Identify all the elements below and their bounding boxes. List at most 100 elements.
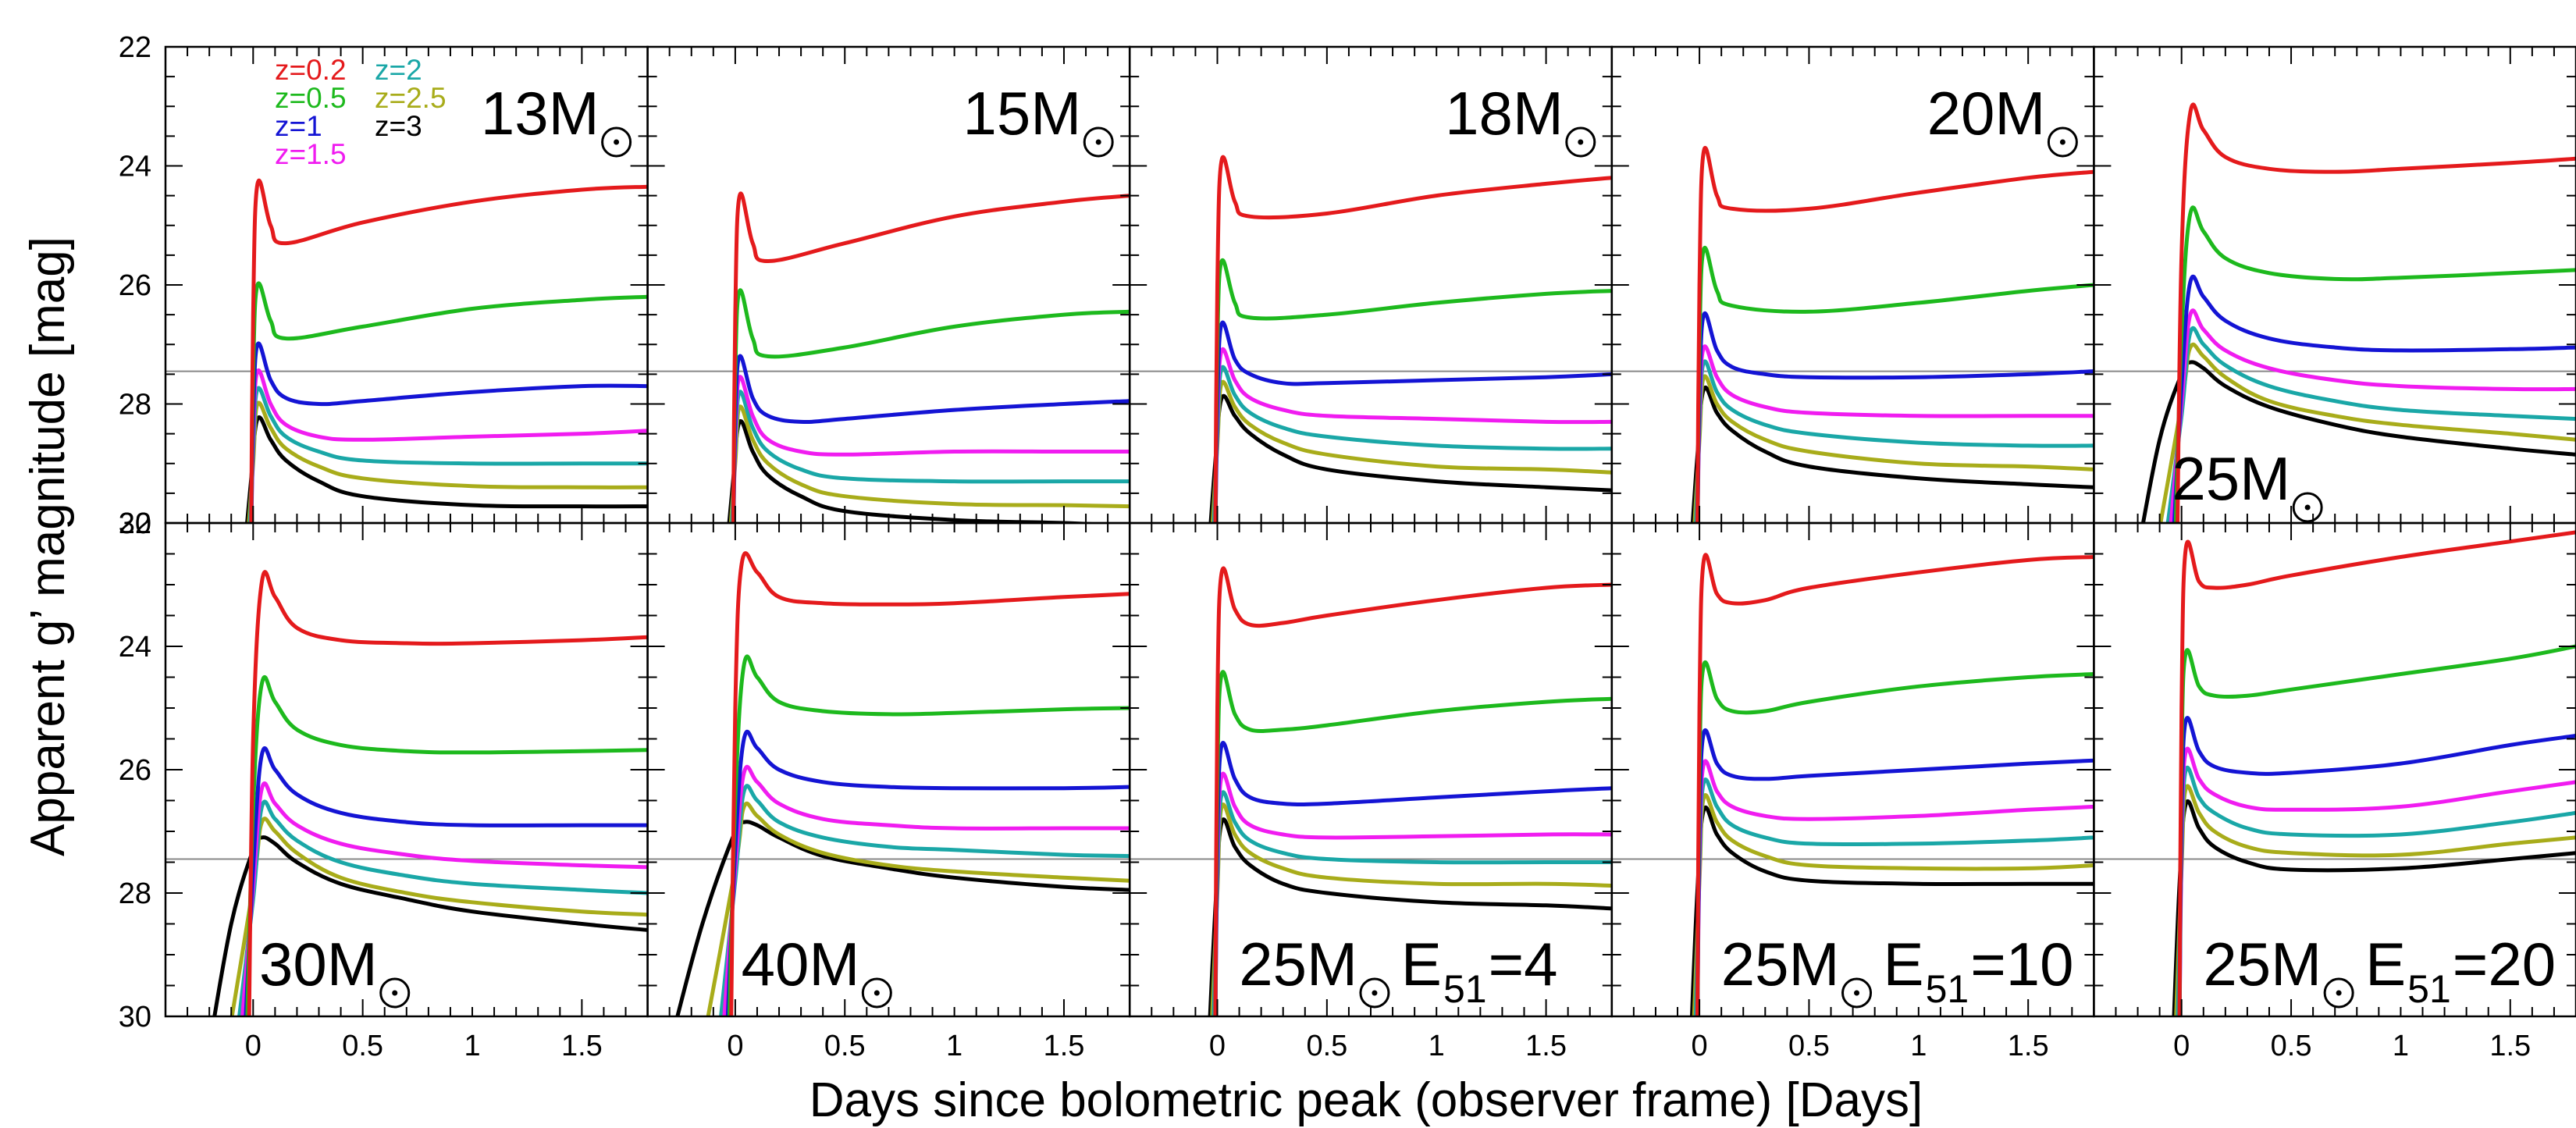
panel-1 (165, 179, 648, 523)
panel-label: 15M (962, 79, 1114, 158)
sun-symbol-dot (1578, 139, 1584, 145)
panel-label: 40M (742, 930, 892, 1009)
panels (165, 102, 2576, 1016)
panel-mass-label: 15M (962, 79, 1081, 148)
sun-symbol-icon (2047, 126, 2078, 158)
panel-energy-subscript: 51 (1443, 967, 1487, 1011)
panel-energy-subscript: 51 (2407, 967, 2451, 1011)
panel-mass-label: 30M (259, 930, 378, 998)
series-line-z-2 (730, 390, 1130, 523)
sun-symbol-dot (2059, 139, 2065, 145)
y-tick-label: 22 (119, 507, 151, 540)
tick-labels: 22 24 26 28 30 13M 15M 18M 20M 25M 0 0.5 1 1.5 22 24 26 2… (119, 31, 2556, 1062)
panel-9 (1611, 553, 2094, 1016)
x-tick-label: 1.5 (2008, 1030, 2049, 1062)
series-line-z-1 (2172, 274, 2576, 523)
x-tick-label: 0.5 (1306, 1030, 1347, 1062)
series-line-z-0.2 (247, 570, 648, 1016)
panel-label: 25M E 51 =20 (2203, 930, 2556, 1011)
series-line-z-0.2 (2176, 102, 2576, 523)
y-axis-title: Apparent g’ magnitude [mag] (21, 237, 75, 856)
series-line-z-2 (1693, 778, 2094, 1016)
series-line-z-1 (1695, 311, 2094, 523)
legend-entry: z=1.5 (275, 138, 347, 170)
sun-symbol-icon (861, 977, 892, 1009)
y-tick-label: 24 (119, 631, 151, 664)
series-line-z-3 (1690, 385, 2094, 523)
series-line-z-0.2 (2177, 530, 2576, 1016)
y-tick-label: 30 (119, 507, 151, 540)
series-line-z-0.2 (729, 551, 1130, 1016)
series-line-z-0.2 (731, 191, 1130, 523)
panel-curves (727, 191, 1130, 523)
sun-symbol-dot (2304, 504, 2311, 511)
series-line-z-0.2 (1213, 155, 1612, 523)
x-tick-label: 0 (245, 1030, 262, 1062)
legend-entry: z=2.5 (375, 82, 447, 114)
x-tick-label: 0.5 (342, 1030, 383, 1062)
panel-2 (647, 191, 1130, 523)
y-tick-label: 24 (119, 151, 151, 183)
panel-7 (647, 551, 1130, 1016)
panel-curves (245, 179, 648, 523)
series-line-z-2.5 (247, 400, 648, 523)
series-line-z-1.5 (722, 764, 1130, 1016)
panel-curves (1208, 155, 1612, 523)
series-line-z-3 (2172, 799, 2576, 1016)
x-tick-label: 1.5 (2489, 1030, 2531, 1062)
y-tick-label: 28 (119, 389, 151, 422)
sun-symbol-icon (2323, 977, 2354, 1009)
panel-mass-label: 25M (2203, 930, 2322, 998)
x-tick-label: 0 (727, 1030, 743, 1062)
y-tick-label: 22 (119, 31, 151, 64)
panel-energy-value: =20 (2453, 930, 2556, 998)
series-line-z-2 (247, 386, 648, 523)
panel-10 (2094, 530, 2576, 1016)
series-line-z-2 (1212, 790, 1612, 1016)
series-line-z-3 (727, 419, 1110, 523)
y-tick-label: 28 (119, 877, 151, 910)
panel-energy-label: E (1884, 930, 1924, 998)
panel-energy-value: =4 (1489, 930, 1558, 998)
sun-symbol-icon (2292, 492, 2323, 523)
x-tick-label: 0.5 (1788, 1030, 1830, 1062)
sun-symbol-dot (873, 990, 880, 996)
legend-entry: z=0.5 (275, 82, 347, 114)
sun-symbol-dot (2336, 990, 2342, 996)
sun-symbol-icon (1565, 126, 1596, 158)
panel-label: 25M (2172, 444, 2323, 523)
y-tick-label: 30 (119, 1001, 151, 1034)
legend-entry: z=3 (375, 110, 422, 142)
sun-symbol-dot (1372, 990, 1378, 996)
x-tick-label: 1 (1910, 1030, 1927, 1062)
series-line-z-1 (725, 729, 1130, 1016)
panel-label: 25M E 51 =4 (1239, 930, 1557, 1011)
series-line-z-3 (2140, 360, 2576, 523)
panel-8 (1130, 566, 1612, 1016)
series-line-z-2 (1694, 359, 2094, 523)
panel-curves (675, 551, 1130, 1016)
x-tick-label: 1.5 (1044, 1030, 1085, 1062)
series-line-z-0.2 (1695, 553, 2094, 1016)
series-line-z-2.5 (706, 801, 1130, 1016)
series-line-z-0.5 (1695, 245, 2094, 523)
panel-curves (2172, 530, 2576, 1016)
panel-frame (164, 521, 649, 1018)
panel-energy-label: E (1401, 930, 1442, 998)
sun-symbol-dot (1854, 990, 1860, 996)
series-line-z-1 (244, 746, 648, 1016)
panel-curves (212, 570, 648, 1016)
panel-energy-subscript: 51 (1926, 967, 1969, 1011)
x-tick-label: 0 (1692, 1030, 1708, 1062)
x-tick-label: 0 (2173, 1030, 2190, 1062)
legend: z=0.2 z=2 z=0.5 z=2.5 z=1 z=3 z=1.5 (275, 54, 447, 170)
panel-curves (1690, 146, 2094, 523)
series-line-z-2.5 (1210, 802, 1612, 1016)
sun-symbol-dot (614, 139, 620, 145)
series-line-z-1.5 (1213, 771, 1612, 1016)
sun-symbol-dot (392, 990, 398, 996)
panel-energy-label: E (2365, 930, 2406, 998)
x-tick-label: 0.5 (824, 1030, 866, 1062)
panel-label: 20M (1927, 79, 2078, 158)
